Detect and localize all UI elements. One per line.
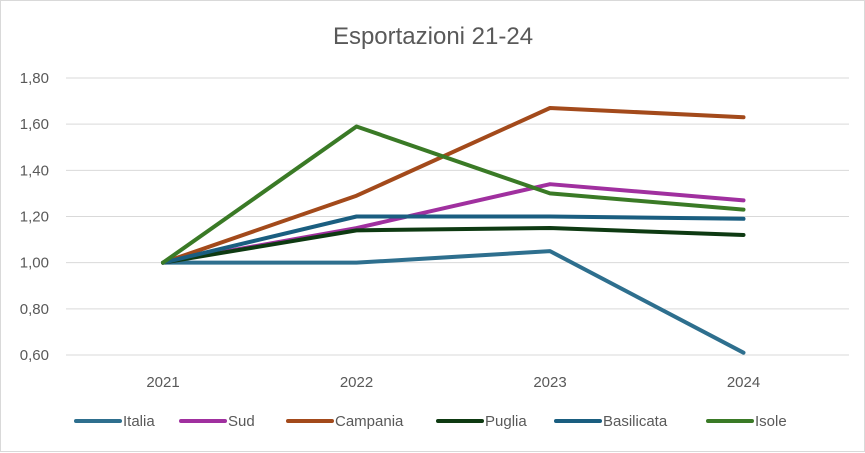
chart-title: Esportazioni 21-24 <box>333 23 533 50</box>
x-tick-label: 2021 <box>146 374 179 391</box>
legend-label: Basilicata <box>603 413 668 430</box>
legend-label: Italia <box>123 413 155 430</box>
x-tick-label: 2023 <box>533 374 566 391</box>
x-axis-ticks: 2021 2022 2023 2024 <box>146 374 760 391</box>
y-tick-label: 1,60 <box>20 116 49 133</box>
series-lines <box>161 106 746 355</box>
legend-label: Puglia <box>485 413 527 430</box>
x-tick-label: 2022 <box>340 374 373 391</box>
y-tick-label: 0,60 <box>20 347 49 364</box>
y-tick-label: 0,80 <box>20 301 49 318</box>
series-line-italia <box>161 249 746 355</box>
y-tick-label: 1,40 <box>20 162 49 179</box>
legend-item-italia: Italia <box>74 413 155 430</box>
legend-label: Campania <box>335 413 404 430</box>
y-tick-label: 1,80 <box>20 70 49 87</box>
legend-label: Isole <box>755 413 787 430</box>
legend-item-puglia: Puglia <box>436 413 527 430</box>
legend-item-isole: Isole <box>706 413 787 430</box>
legend-label: Sud <box>228 413 255 430</box>
y-axis-ticks: 0,60 0,80 1,00 1,20 1,40 1,60 1,80 <box>20 70 49 364</box>
series-line-isole <box>161 124 746 265</box>
series-line-campania <box>161 106 746 265</box>
series-line-basilicata <box>161 214 746 265</box>
y-tick-label: 1,20 <box>20 209 49 226</box>
series-line-puglia <box>161 226 746 265</box>
legend: Italia Sud Campania Puglia Basilicata Isole <box>74 413 787 430</box>
series-line-sud <box>161 182 746 265</box>
legend-item-basilicata: Basilicata <box>554 413 668 430</box>
legend-item-campania: Campania <box>286 413 404 430</box>
x-tick-label: 2024 <box>727 374 760 391</box>
legend-item-sud: Sud <box>179 413 255 430</box>
y-tick-label: 1,00 <box>20 255 49 272</box>
